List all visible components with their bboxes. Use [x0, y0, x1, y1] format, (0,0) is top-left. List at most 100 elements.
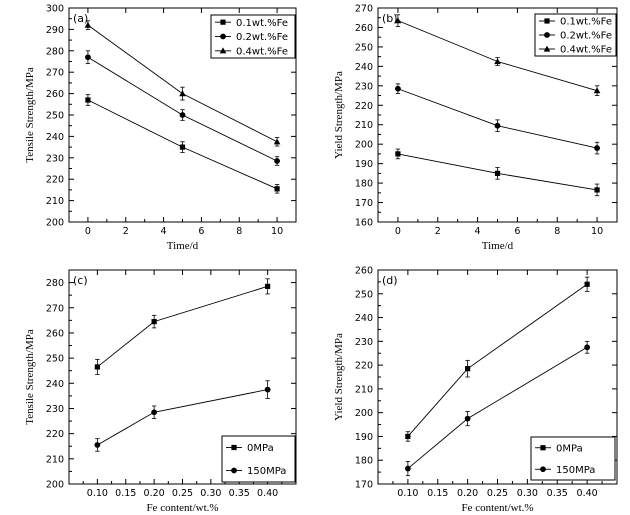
panel-a-series-1	[85, 94, 280, 194]
panel-b-legend-marker	[544, 32, 550, 38]
panel-a: 0 2 4 6 8 10 200 210 220 230 240 250 260 270 280 290 300…	[24, 4, 297, 252]
panel-d-ytick-label: 220	[355, 361, 373, 372]
panel-d-series-1	[405, 276, 590, 442]
panel-b-xlabel: Time/d	[482, 240, 514, 252]
panel-d-ytick-label: 190	[355, 432, 373, 443]
panel-b-legend-label: 0.1wt.%Fe	[560, 17, 612, 28]
panel-c-series-1	[94, 278, 271, 375]
panel-c-xtick-label: 0.30	[200, 488, 221, 499]
panel-d-data-point	[465, 366, 471, 372]
panel-b-xtick-label: 8	[554, 226, 560, 237]
panel-a-xlabel: Time/d	[167, 240, 199, 252]
panel-a-data-point	[85, 54, 91, 61]
panel-c-ytick-label: 270	[46, 303, 64, 314]
panel-c-data-point	[265, 283, 271, 289]
panel-a-ytick-label: 240	[46, 132, 64, 143]
panel-c-data-point	[151, 319, 157, 325]
panel-d-legend: 0MPa 150MPa	[530, 436, 616, 481]
panel-d-legend-marker	[540, 445, 546, 451]
panel-d-data-point	[584, 344, 591, 351]
panel-a-legend-item: 0.2wt.%Fe	[215, 32, 288, 43]
panel-c-legend-marker	[231, 444, 237, 451]
panel-b-data-point	[594, 145, 600, 151]
panel-a-ytick-label: 250	[46, 111, 64, 122]
panel-a-xtick-label: 4	[161, 226, 167, 237]
panel-c-legend-box	[221, 435, 296, 483]
panel-d-data-point	[464, 415, 471, 422]
panel-a-series-2	[85, 50, 280, 166]
panel-a-data-point	[273, 138, 281, 145]
panel-c-xlabel: Fe content/wt.%	[146, 502, 218, 514]
panel-b-legend-item: 0.1wt.%Fe	[539, 17, 612, 28]
panel-b-xtick-label: 6	[514, 226, 520, 237]
panel-a-xtick-label: 6	[198, 226, 204, 237]
panel-b-series-2	[395, 83, 600, 155]
panel-b-series-1	[395, 148, 600, 197]
panel-a-label: (a)	[73, 12, 88, 25]
panel-c: 0.10 0.15 0.20 0.25 0.30 0.35 0.40 200 210 220 230…	[24, 269, 297, 514]
panel-b-legend-item: 0.4wt.%Fe	[539, 45, 612, 56]
panel-a-data-point	[85, 97, 91, 103]
panel-a-ylabel: Tensile Strength/MPa	[24, 67, 36, 163]
panel-d-series-2	[404, 340, 591, 477]
panel-d-legend-label: 0MPa	[556, 443, 583, 454]
panel-a-data-point	[274, 186, 280, 192]
panel-b-xtick-label: 0	[395, 226, 401, 237]
panel-d-ytick-label: 170	[355, 480, 373, 491]
panel-a-legend: 0.1wt.%Fe 0.2wt.%Fe 0.4wt.%Fe	[210, 14, 296, 59]
panel-a-data-point	[179, 90, 186, 97]
panel-b-series-line	[397, 88, 598, 149]
panel-b-ytick-label: 260	[355, 23, 373, 34]
panel-b-ytick-label: 170	[355, 198, 373, 209]
panel-d-xtick-label: 0.10	[397, 488, 418, 499]
panel-c-ytick-label: 230	[46, 404, 64, 415]
panel-c-xtick-label: 0.40	[257, 488, 278, 499]
panel-c-legend: 0MPa 150MPa	[221, 435, 296, 483]
panel-d-ytick-label: 240	[355, 313, 373, 324]
panel-a-ytick-label: 260	[46, 89, 64, 100]
panel-b-ytick-label: 210	[355, 120, 373, 131]
panel-a-ytick-label: 270	[46, 68, 64, 79]
panel-a-ytick-label: 220	[46, 175, 64, 186]
panel-d-ytick-label: 210	[355, 384, 373, 395]
panel-d-legend-item: 0MPa	[535, 443, 583, 454]
panel-c-data-point	[94, 442, 101, 448]
panel-d-xlabel: Fe content/wt.%	[461, 502, 533, 514]
panel-b-data-point	[395, 85, 401, 92]
panel-b-legend: 0.1wt.%Fe 0.2wt.%Fe 0.4wt.%Fe	[534, 13, 617, 57]
panel-d-legend-box	[530, 436, 616, 481]
panel-b-legend-label: 0.4wt.%Fe	[560, 45, 612, 56]
panel-c-series-2	[94, 380, 271, 452]
panel-b-data-point	[395, 151, 401, 157]
panel-b-data-point	[494, 58, 501, 65]
panel-d-xtick-label: 0.30	[517, 488, 538, 499]
panel-c-xtick-label: 0.25	[172, 488, 193, 499]
panel-a-legend-marker	[219, 47, 227, 54]
panel-c-xtick-label: 0.10	[87, 488, 108, 499]
panel-d-ytick-label: 260	[355, 266, 373, 277]
panel-b: 0 2 4 6 8 10 160 170 180 190 200 210 220 230 240 250 260…	[333, 4, 618, 252]
panel-c-data-point	[151, 409, 158, 416]
panel-b-xtick-label: 4	[475, 226, 481, 237]
panel-d-ytick-label: 250	[355, 289, 373, 300]
panel-d-xtick-label: 0.35	[547, 488, 568, 499]
panel-c-ytick-label: 220	[46, 429, 64, 440]
panel-a-ytick-label: 290	[46, 25, 64, 36]
panel-a-xtick-label: 0	[85, 226, 91, 237]
panel-a-legend-item: 0.1wt.%Fe	[215, 18, 288, 29]
panel-c-ytick-label: 250	[46, 354, 64, 365]
panel-c-legend-label: 0MPa	[247, 443, 274, 454]
panel-c-ytick-label: 200	[46, 480, 64, 491]
panel-a-legend-marker	[220, 19, 226, 25]
panel-c-xtick-label: 0.15	[115, 488, 136, 499]
panel-d-xtick-label: 0.20	[457, 488, 478, 499]
panel-d-legend-item: 150MPa	[535, 465, 595, 476]
panel-d-data-point	[584, 281, 590, 287]
panel-b-ytick-label: 220	[355, 101, 373, 112]
panel-a-xtick-label: 10	[271, 226, 283, 237]
panel-b-legend-marker	[544, 18, 550, 24]
panel-b-ytick-label: 190	[355, 159, 373, 170]
panel-d-data-point	[405, 433, 411, 440]
panel-a-ytick-label: 300	[46, 4, 64, 15]
